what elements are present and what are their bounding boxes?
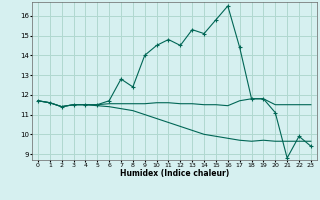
X-axis label: Humidex (Indice chaleur): Humidex (Indice chaleur) <box>120 169 229 178</box>
